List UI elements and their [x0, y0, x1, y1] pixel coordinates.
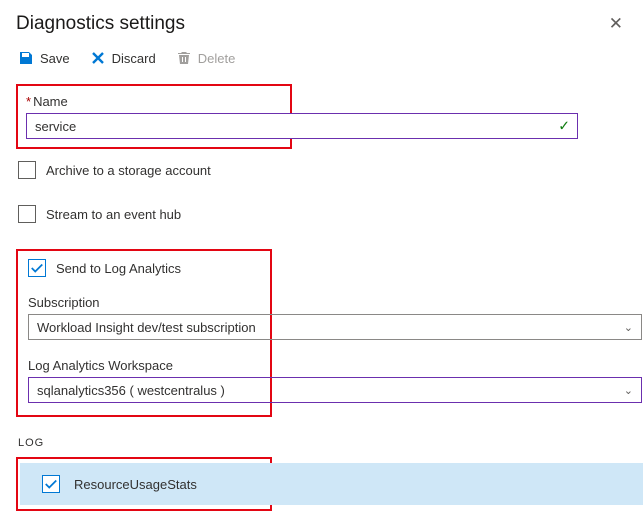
discard-icon: [90, 50, 106, 66]
delete-button: Delete: [176, 50, 236, 66]
required-icon: *: [26, 94, 31, 109]
workspace-value: sqlanalytics356 ( westcentralus ): [37, 383, 225, 398]
log-heading: LOG: [18, 437, 627, 449]
workspace-dropdown[interactable]: sqlanalytics356 ( westcentralus ) ⌄: [28, 377, 642, 403]
name-label: *Name: [26, 94, 282, 109]
archive-checkbox[interactable]: [18, 161, 36, 179]
chevron-down-icon: ⌄: [624, 384, 633, 397]
subscription-value: Workload Insight dev/test subscription: [37, 320, 256, 335]
log-item-label: ResourceUsageStats: [74, 477, 197, 492]
page-title: Diagnostics settings: [16, 13, 185, 35]
delete-label: Delete: [198, 51, 236, 66]
save-icon: [18, 50, 34, 66]
log-analytics-label: Send to Log Analytics: [56, 261, 181, 276]
log-item-checkbox[interactable]: [42, 475, 60, 493]
archive-checkbox-row[interactable]: Archive to a storage account: [16, 161, 627, 179]
toolbar: Save Discard Delete: [16, 50, 627, 66]
stream-checkbox-row[interactable]: Stream to an event hub: [16, 205, 627, 223]
subscription-label: Subscription: [28, 295, 642, 310]
log-analytics-checkbox[interactable]: [28, 259, 46, 277]
name-input[interactable]: [26, 113, 578, 139]
discard-label: Discard: [112, 51, 156, 66]
workspace-label: Log Analytics Workspace: [28, 358, 642, 373]
stream-label: Stream to an event hub: [46, 207, 181, 222]
log-row-highlight: ResourceUsageStats: [16, 457, 272, 511]
log-item-row[interactable]: ResourceUsageStats: [20, 463, 643, 505]
stream-checkbox[interactable]: [18, 205, 36, 223]
discard-button[interactable]: Discard: [90, 50, 156, 66]
subscription-dropdown[interactable]: Workload Insight dev/test subscription ⌄: [28, 314, 642, 340]
name-highlight: *Name ✓: [16, 84, 292, 149]
chevron-down-icon: ⌄: [624, 321, 633, 334]
close-icon[interactable]: ✕: [605, 10, 627, 38]
save-button[interactable]: Save: [18, 50, 70, 66]
log-analytics-checkbox-row[interactable]: Send to Log Analytics: [26, 259, 262, 277]
log-analytics-highlight: Send to Log Analytics Subscription Workl…: [16, 249, 272, 417]
archive-label: Archive to a storage account: [46, 163, 211, 178]
trash-icon: [176, 50, 192, 66]
save-label: Save: [40, 51, 70, 66]
